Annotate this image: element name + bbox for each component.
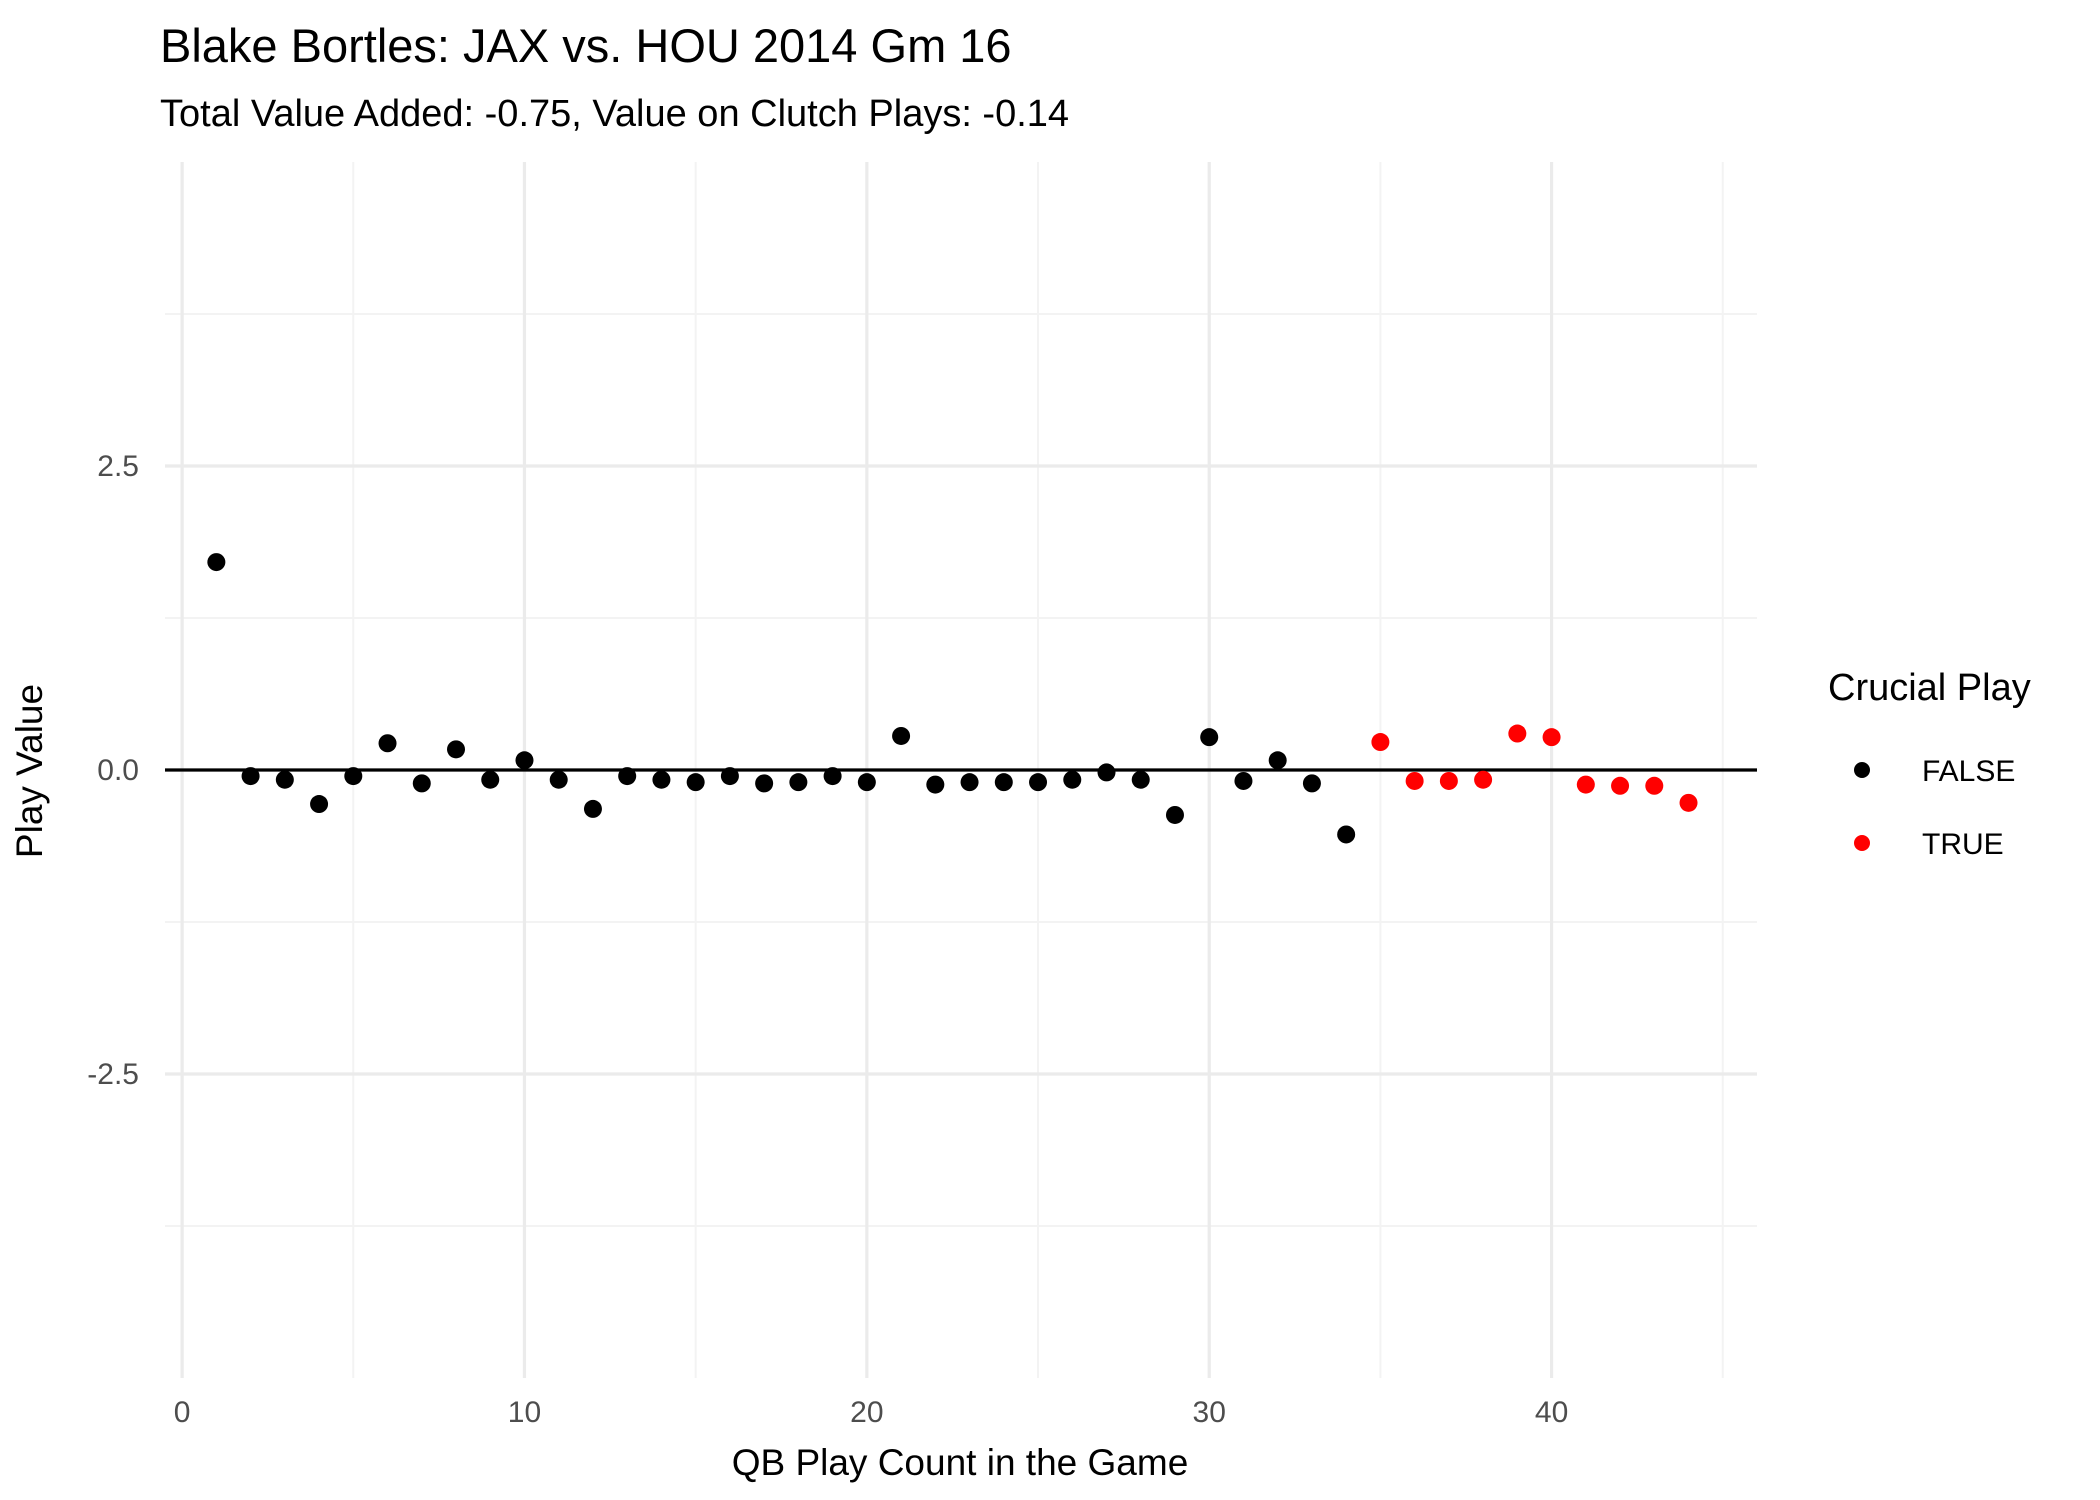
data-point-true <box>1542 728 1561 747</box>
data-point-false <box>994 773 1013 792</box>
data-point-true <box>1679 793 1698 812</box>
data-point-true <box>1371 733 1390 752</box>
x-axis-title: QB Play Count in the Game <box>732 1442 1189 1483</box>
data-point-false <box>823 767 842 786</box>
x-tick-label: 40 <box>1535 1396 1568 1429</box>
data-point-false <box>481 770 500 789</box>
data-point-true <box>1474 770 1493 789</box>
data-point-false <box>275 770 294 789</box>
y-tick-label: -2.5 <box>87 1058 139 1091</box>
data-point-false <box>686 773 705 792</box>
x-tick-label: 0 <box>174 1396 191 1429</box>
data-point-true <box>1439 771 1458 790</box>
data-point-true <box>1405 771 1424 790</box>
data-point-false <box>310 795 329 814</box>
y-axis-title: Play Value <box>9 684 50 858</box>
data-point-false <box>618 767 637 786</box>
data-point-false <box>1302 774 1321 793</box>
data-point-false <box>344 767 363 786</box>
chart-title: Blake Bortles: JAX vs. HOU 2014 Gm 16 <box>160 19 1012 72</box>
y-axis-ticks: 2.5 0.0 -2.5 <box>87 450 139 1091</box>
data-points <box>207 553 1698 844</box>
data-point-false <box>926 775 945 794</box>
data-point-false <box>1234 771 1253 790</box>
data-point-false <box>583 799 602 818</box>
data-point-true <box>1576 775 1595 794</box>
chart-subtitle: Total Value Added: -0.75, Value on Clutc… <box>160 93 1069 135</box>
data-point-true <box>1508 724 1527 743</box>
data-point-false <box>447 740 466 759</box>
data-point-true <box>1645 776 1664 795</box>
data-point-false <box>1337 825 1356 844</box>
x-tick-label: 30 <box>1193 1396 1226 1429</box>
data-point-false <box>1063 770 1082 789</box>
legend-label-false: FALSE <box>1922 755 2015 788</box>
y-tick-label: 2.5 <box>97 450 139 483</box>
data-point-false <box>549 770 568 789</box>
data-point-false <box>892 726 911 745</box>
data-point-true <box>1611 776 1630 795</box>
data-point-false <box>960 773 979 792</box>
data-point-false <box>1097 763 1116 782</box>
y-tick-label: 0.0 <box>97 754 139 787</box>
data-point-false <box>378 734 397 753</box>
data-point-false <box>412 774 431 793</box>
x-tick-label: 20 <box>850 1396 883 1429</box>
data-point-false <box>789 773 808 792</box>
x-axis-ticks: 0 10 20 30 40 <box>174 1396 1568 1429</box>
data-point-false <box>1268 751 1287 770</box>
data-point-false <box>1131 770 1150 789</box>
data-point-false <box>652 770 671 789</box>
legend-title: Crucial Play <box>1828 667 2031 709</box>
data-point-false <box>1165 805 1184 824</box>
legend: Crucial Play FALSE TRUE <box>1828 667 2031 861</box>
data-point-false <box>720 767 739 786</box>
legend-key-false <box>1854 762 1870 778</box>
data-point-false <box>241 767 260 786</box>
data-point-false <box>1029 773 1048 792</box>
data-point-false <box>755 774 774 793</box>
data-point-false <box>515 751 534 770</box>
x-tick-label: 10 <box>508 1396 541 1429</box>
data-point-false <box>1200 728 1219 747</box>
data-point-false <box>207 553 226 572</box>
data-point-false <box>857 773 876 792</box>
legend-label-true: TRUE <box>1922 828 2004 861</box>
legend-key-true <box>1854 835 1870 851</box>
